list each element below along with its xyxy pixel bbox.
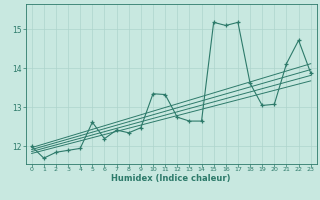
X-axis label: Humidex (Indice chaleur): Humidex (Indice chaleur) — [111, 174, 231, 183]
